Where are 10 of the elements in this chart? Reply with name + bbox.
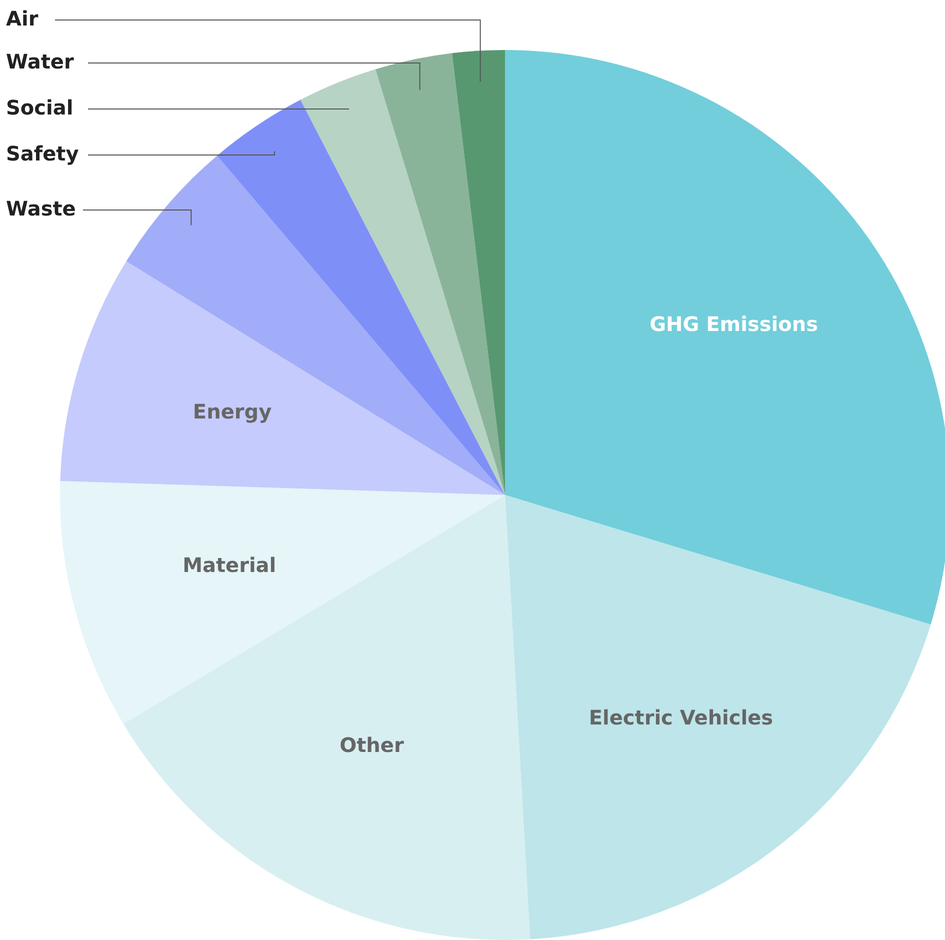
slice-label: Air — [6, 6, 38, 30]
slice-label: Waste — [6, 196, 76, 220]
slice-label: Social — [6, 95, 74, 120]
slice-label: Material — [182, 553, 276, 578]
slice-label: Safety — [6, 141, 79, 166]
slice-label: Energy — [192, 399, 272, 424]
slice-label: Water — [6, 49, 74, 74]
slice-label: Other — [340, 733, 404, 758]
slice-label: GHG Emissions — [650, 312, 818, 336]
slice-label: Electric Vehicles — [588, 705, 774, 730]
